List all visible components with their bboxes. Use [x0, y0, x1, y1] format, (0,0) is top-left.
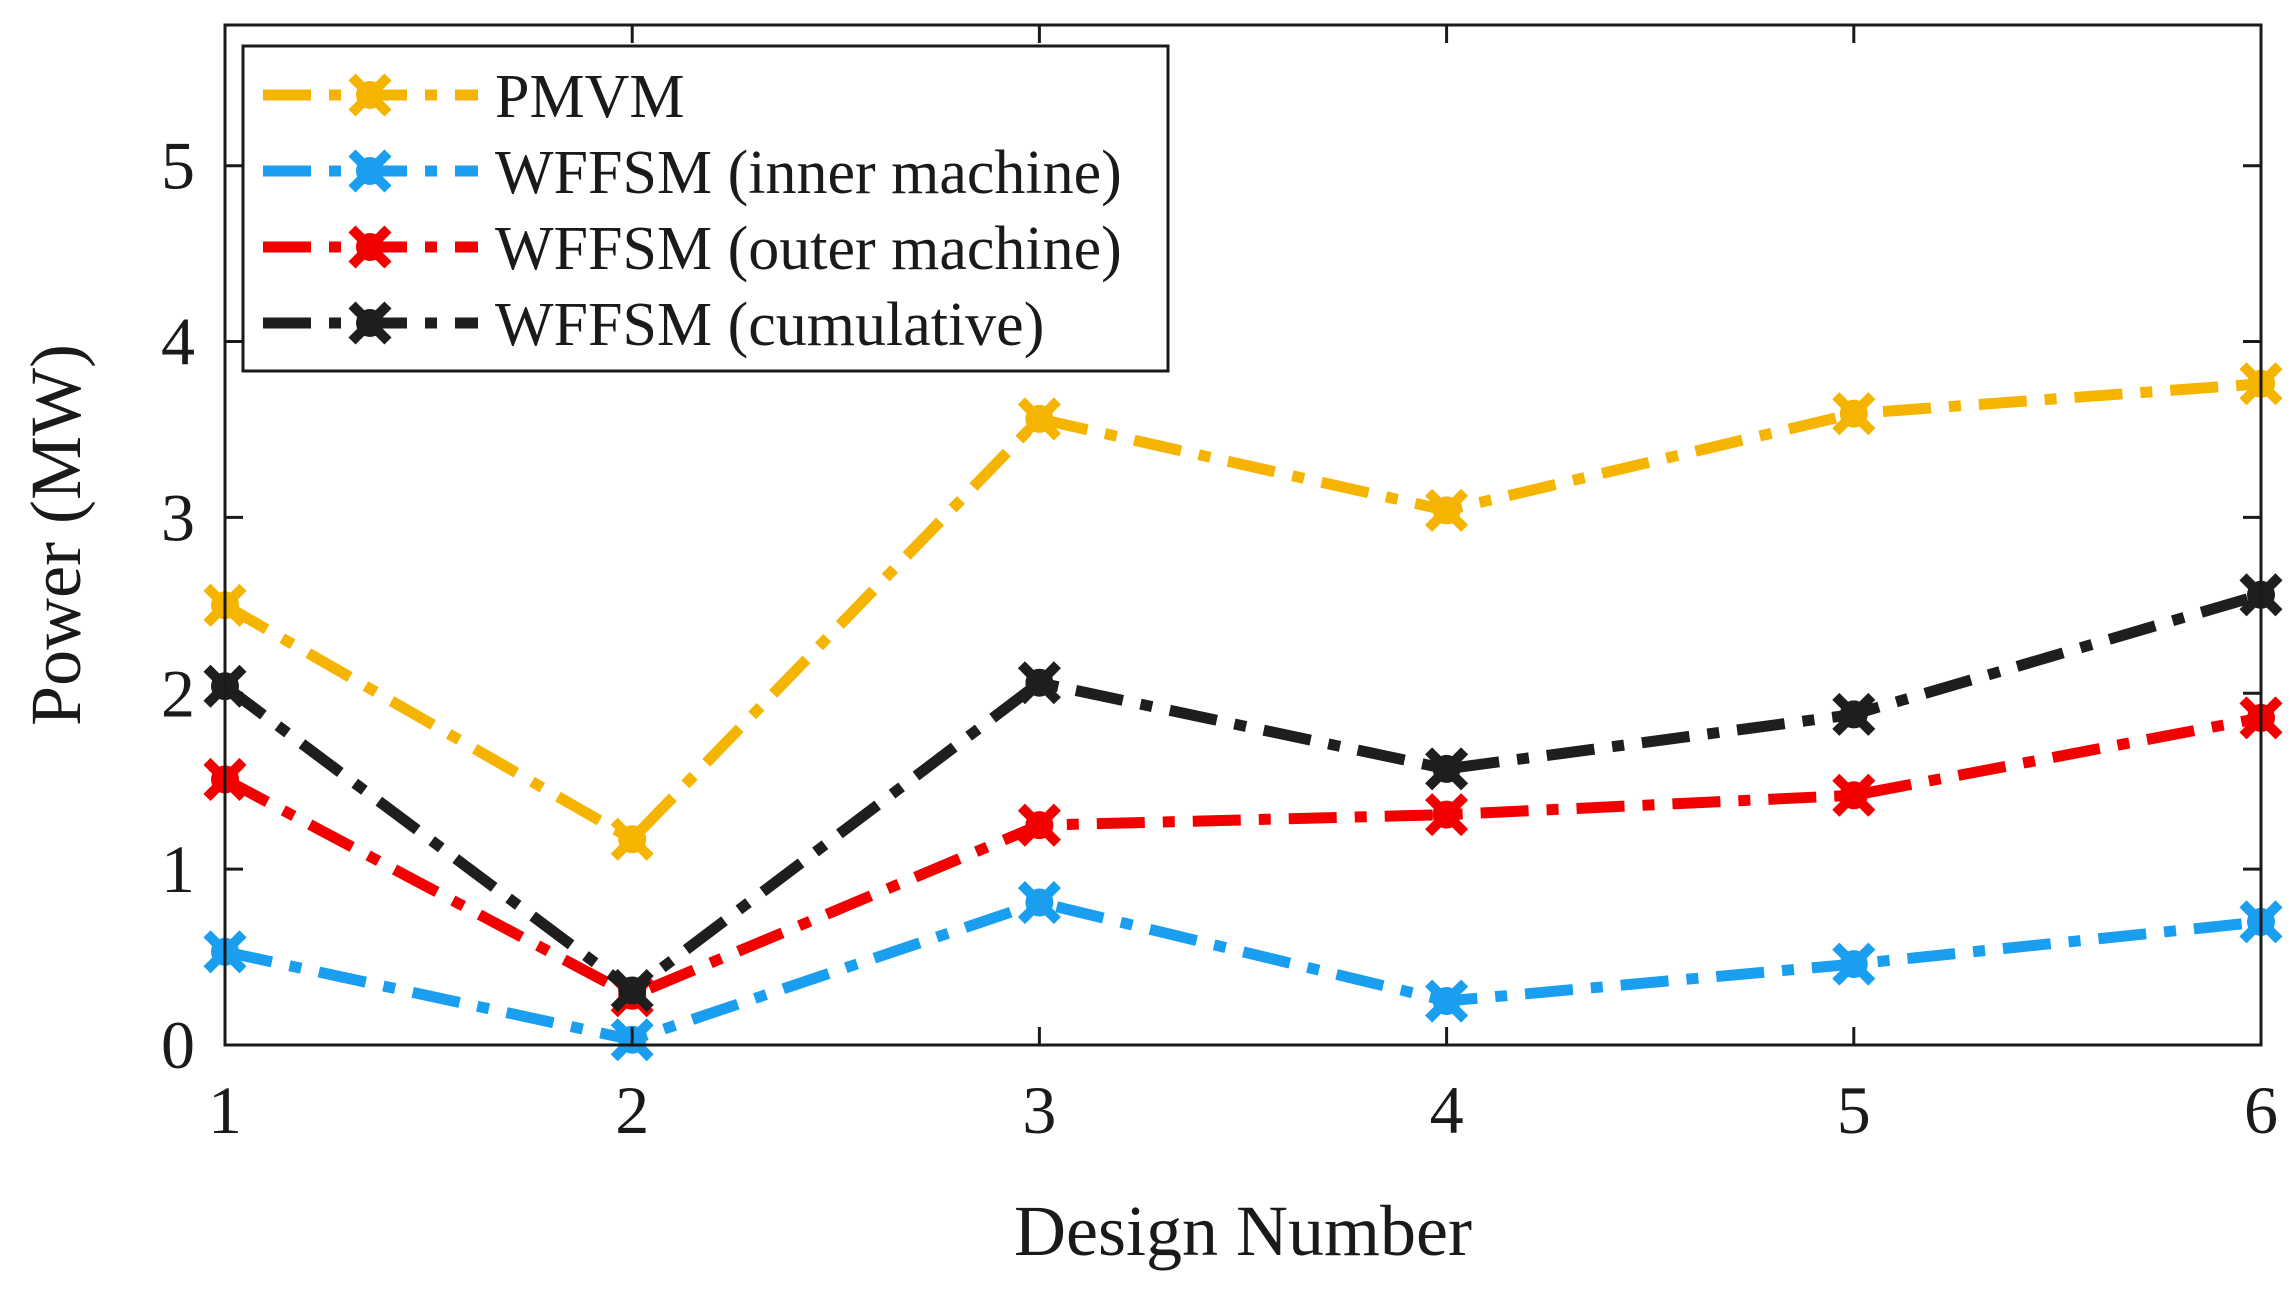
- series-3: [203, 573, 2283, 1013]
- series-3-point-4: [1425, 747, 1469, 791]
- series-1-point-4: [1425, 979, 1469, 1023]
- series-0-point-5: [1832, 392, 1876, 436]
- series-0-point-4: [1425, 488, 1469, 532]
- series-2-point-4-cross: [1425, 793, 1469, 837]
- x-tick-label-3: 3: [1022, 1072, 1056, 1148]
- series-3-point-4-cross: [1425, 747, 1469, 791]
- series-1-point-5-cross: [1832, 942, 1876, 986]
- legend-entry-0: PMVM: [263, 63, 685, 131]
- series-0-point-3: [1017, 397, 1061, 441]
- legend-label-3: WFFSM (cumulative): [495, 291, 1044, 359]
- series-3-point-3: [1017, 661, 1061, 705]
- legend: PMVM WFFSM (inner machine) WFFSM (outer ma…: [241, 44, 1170, 373]
- legend-marker-2: [348, 225, 392, 269]
- series-2-point-5: [1832, 773, 1876, 817]
- series-3-point-3-cross: [1017, 661, 1061, 705]
- legend-marker-3: [348, 301, 392, 345]
- series-0-point-4-cross: [1425, 488, 1469, 532]
- y-tick-label-2: 2: [161, 655, 195, 731]
- legend-entry-1: WFFSM (inner machine): [263, 139, 1122, 207]
- legend-entries: PMVM WFFSM (inner machine) WFFSM (outer ma…: [263, 63, 1122, 359]
- series-2: [203, 696, 2283, 1018]
- series-3-point-5: [1832, 692, 1876, 736]
- y-tick-label-1: 1: [161, 831, 195, 907]
- x-tick-label-4: 4: [1430, 1072, 1464, 1148]
- x-tick-label-2: 2: [615, 1072, 649, 1148]
- legend-marker-1: [348, 149, 392, 193]
- ticks-layer: [223, 25, 2263, 1047]
- series-0-point-3-cross: [1017, 397, 1061, 441]
- series-1: [203, 881, 2283, 1062]
- series-2-point-5-cross: [1832, 773, 1876, 817]
- series-0-point-2: [610, 817, 654, 861]
- series-3-point-2: [610, 968, 654, 1013]
- series-2-point-3: [1017, 803, 1061, 847]
- series-0-point-5-cross: [1832, 392, 1876, 436]
- y-tick-label-4: 4: [161, 304, 195, 380]
- x-tick-label-1: 1: [208, 1072, 242, 1148]
- legend-marker-0: [348, 73, 392, 117]
- series-1-point-3-cross: [1017, 881, 1061, 925]
- legend-entry-2: WFFSM (outer machine): [263, 215, 1122, 283]
- series-2-line: [222, 712, 2263, 1002]
- legend-label-0: PMVM: [495, 63, 685, 131]
- y-tick-label-3: 3: [161, 479, 195, 555]
- legend-label-1: WFFSM (inner machine): [495, 139, 1122, 207]
- series-3-point-2-cross: [610, 968, 654, 1013]
- legend-marker-1-cross: [348, 149, 392, 193]
- y-tick-label-5: 5: [161, 128, 195, 204]
- series-3-point-5-cross: [1832, 692, 1876, 736]
- series-1-point-3: [1017, 881, 1061, 925]
- legend-label-2: WFFSM (outer machine): [495, 215, 1122, 283]
- series-1-line: [223, 897, 2262, 1046]
- legend-marker-0-cross: [348, 73, 392, 117]
- series-0-point-2-cross: [610, 817, 654, 861]
- series-0: [203, 362, 2283, 861]
- series-2-point-4: [1425, 793, 1469, 837]
- legend-marker-2-cross: [348, 225, 392, 269]
- series-3-line: [221, 589, 2263, 996]
- legend-marker-3-cross: [348, 301, 392, 345]
- series-2-point-3-cross: [1017, 803, 1061, 847]
- x-axis-label: Design Number: [1014, 1191, 1472, 1271]
- series-1-point-5: [1832, 942, 1876, 986]
- series-0-line: [222, 378, 2262, 845]
- x-tick-label-6: 6: [2244, 1072, 2278, 1148]
- y-axis-label: Power (MW): [16, 344, 96, 726]
- series-1-point-4-cross: [1425, 979, 1469, 1023]
- y-tick-label-0: 0: [161, 1007, 195, 1083]
- legend-entry-3: WFFSM (cumulative): [263, 291, 1044, 359]
- x-tick-label-5: 5: [1837, 1072, 1871, 1148]
- series-layer: [203, 362, 2283, 1062]
- plot-frame: [223, 23, 2263, 1047]
